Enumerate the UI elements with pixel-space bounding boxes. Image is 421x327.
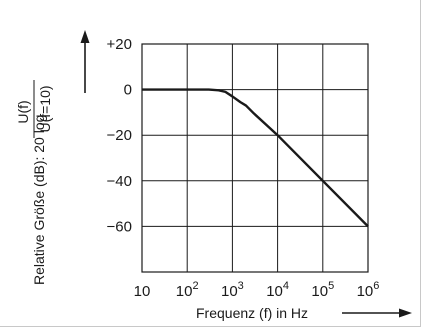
y-tick-label: 0 [124,82,132,99]
y-tick-label: +20 [107,36,132,53]
y-axis-fraction-denominator: U(f=10) [37,85,53,132]
y-axis-fraction-numerator: U(f) [15,100,31,123]
y-axis-label: Relative Größe (dB): 20 log [31,115,47,285]
x-tick-label: 104 [266,280,289,300]
plot-area-border [141,43,369,273]
y-axis-arrow-head [80,30,90,43]
x-tick-labels: 10 102 103 104 105 106 [134,280,380,300]
grid [141,43,369,273]
x-tick-label: 106 [357,280,380,300]
x-axis-label: Frequenz (f) in Hz [196,305,308,321]
x-tick-label: 105 [311,280,334,300]
x-tick-label: 102 [176,280,199,300]
y-tick-labels: +20 0 −20 −40 −60 [107,36,132,235]
y-tick-label: −20 [107,127,132,144]
x-axis-arrow-head [399,308,412,318]
x-tick-label: 10 [134,283,151,300]
y-tick-label: −40 [107,173,132,190]
series-line [142,88,369,228]
y-tick-label: −60 [107,218,132,235]
x-tick-label: 103 [221,280,244,300]
